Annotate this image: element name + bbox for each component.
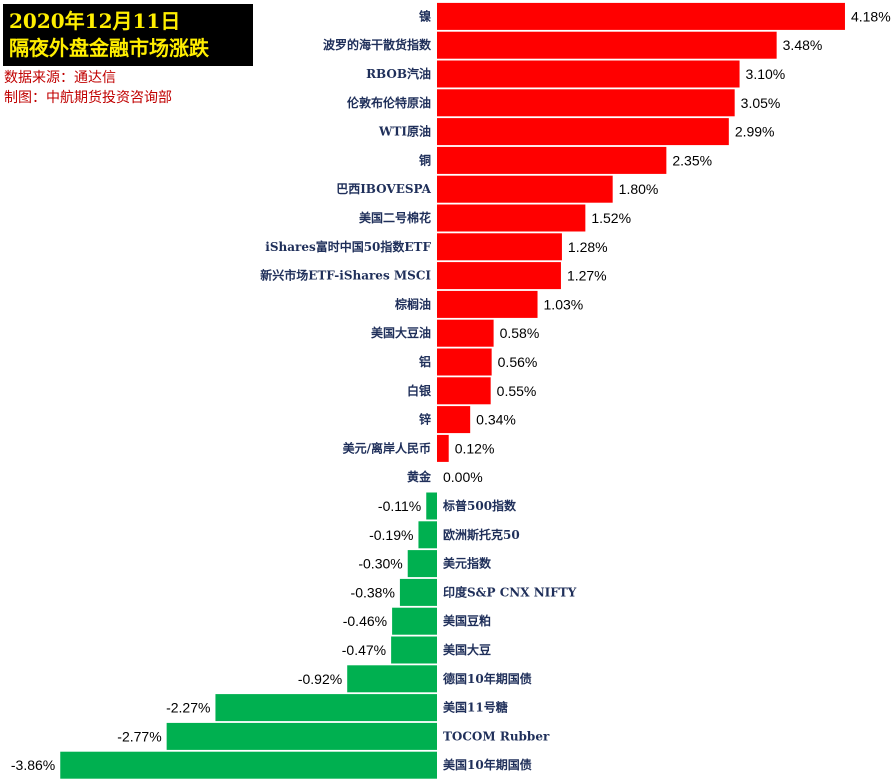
bar [437,377,491,405]
bar [437,175,613,203]
chart-title: 隔夜外盘金融市场涨跌 [9,36,209,60]
chart-maker: 制图：中航期货投资咨询部 [4,89,172,105]
data-label: 2.99% [735,124,775,140]
data-label: 1.28% [568,239,608,255]
bar [437,2,845,30]
category-label: 棕榈油 [394,296,431,311]
bar [418,521,437,549]
category-label: iShares富时中国50指数ETF [265,239,431,254]
bar [166,722,437,750]
bar [437,204,586,232]
data-label: 4.18% [851,8,891,24]
category-label: 欧洲斯托克50 [443,527,520,542]
bar [215,694,437,722]
category-label: 铜 [419,152,431,167]
data-label: 1.52% [591,210,631,226]
data-label: 0.34% [476,412,516,428]
data-label: 0.55% [497,383,537,399]
data-label: -0.92% [298,671,342,687]
bar [437,406,471,434]
data-label: 0.12% [455,440,495,456]
data-label: 2.35% [672,152,712,168]
bar [437,89,735,117]
bar [437,319,494,347]
data-label: -0.47% [342,642,386,658]
bar [437,233,562,261]
category-label: 铝 [419,354,431,369]
data-source: 数据来源：通达信 [4,69,116,85]
data-label: 3.48% [783,37,823,53]
category-label: 美元/离岸人民币 [343,440,431,455]
bar [437,31,777,59]
category-label: 镍 [419,8,431,23]
category-label: 美国豆粕 [443,613,491,628]
category-label: 美国大豆油 [371,325,431,340]
chart-date: 2020年12月11日 [9,9,181,33]
bar [437,146,667,174]
category-label: 标普500指数 [442,498,517,513]
category-label: 美元指数 [443,556,492,571]
data-label: -0.38% [351,584,395,600]
data-label: 1.27% [567,268,607,284]
bar [399,578,437,606]
category-label: 伦敦布伦特原油 [347,95,431,110]
category-label: 锌 [419,412,431,427]
bar [437,434,449,462]
category-label: 德国10年期国债 [443,671,532,686]
bar [426,492,437,520]
category-label: 美国10年期国债 [443,757,532,772]
bar [60,751,437,779]
data-label: -2.77% [117,728,161,744]
data-label: 3.05% [741,95,781,111]
category-label: 新兴市场ETF-iShares MSCI [260,268,431,283]
data-label: -3.86% [11,757,55,773]
category-label: RBOB汽油 [366,66,431,81]
bar [347,665,437,693]
bar [437,262,561,290]
title-box: 2020年12月11日 隔夜外盘金融市场涨跌 [3,4,253,66]
bar [392,607,437,635]
category-label: 美国11号糖 [443,700,508,715]
category-label: TOCOM Rubber [443,729,550,743]
category-label: 巴西IBOVESPA [336,182,431,196]
data-label: -2.27% [166,700,210,716]
data-label: 1.03% [544,296,584,312]
data-label: 0.58% [500,325,540,341]
data-label: 1.80% [619,181,659,197]
bar [391,636,437,664]
bar [437,290,538,318]
category-label: 黄金 [407,469,432,484]
data-label: 0.56% [498,354,538,370]
bar [437,118,729,146]
category-label: WTI原油 [378,124,431,139]
bar [437,60,740,88]
category-label: 美国二号棉花 [359,210,431,225]
category-label: 印度S&P CNX NIFTY [443,584,577,599]
data-label: 0.00% [443,469,483,485]
bar [437,348,492,376]
category-label: 白银 [407,383,432,398]
bar [407,550,437,578]
data-label: -0.19% [369,527,413,543]
data-label: -0.30% [358,556,402,572]
data-label: -0.46% [343,613,387,629]
category-label: 波罗的海干散货指数 [323,37,432,52]
category-label: 美国大豆 [443,642,491,657]
data-label: 3.10% [746,66,786,82]
data-label: -0.11% [378,498,421,514]
